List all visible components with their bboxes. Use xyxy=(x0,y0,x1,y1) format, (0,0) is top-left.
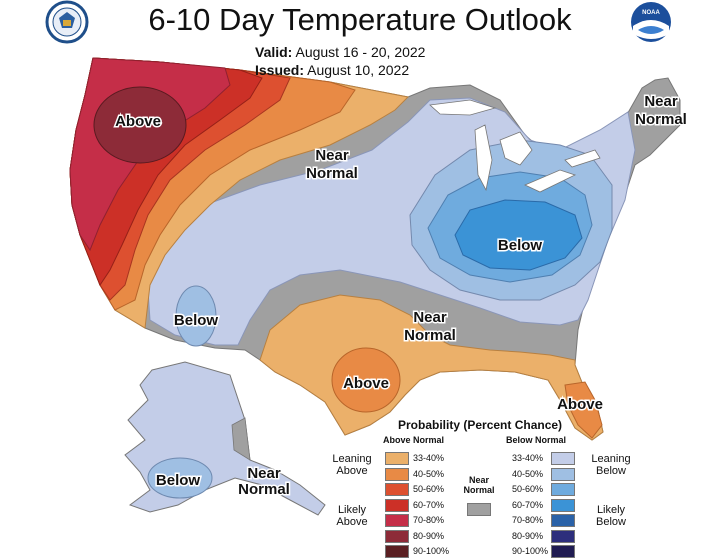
above-40-texas-region xyxy=(331,347,401,413)
issued-value: August 10, 2022 xyxy=(307,62,410,78)
legend-above-swatch xyxy=(385,545,409,558)
issued-date: Issued: August 10, 2022 xyxy=(255,62,409,78)
likely-above-line2: Above xyxy=(336,516,368,528)
legend-below-swatch xyxy=(551,498,575,512)
legend-leaning-below: Leaning Below xyxy=(585,453,637,477)
likely-below-line2: Below xyxy=(596,516,626,528)
legend-below-swatch xyxy=(551,545,575,558)
probability-legend: Probability (Percent Chance) Above Norma… xyxy=(323,413,631,558)
below-60-east-region xyxy=(454,199,583,271)
legend-below-range: 70-80% xyxy=(512,515,544,525)
legend-below-header: Below Normal xyxy=(506,435,567,445)
leaning-below-line1: Leaning xyxy=(591,453,631,465)
legend-below-swatch xyxy=(551,483,575,496)
legend-below-range: 40-50% xyxy=(512,468,544,479)
label-near-alaska-2: Normal xyxy=(238,481,290,498)
label-near-south-1: Near xyxy=(413,309,447,326)
near-normal-line1: Near xyxy=(468,475,489,485)
legend-likely-below: Likely Below xyxy=(585,504,637,528)
label-below-alaska: Below xyxy=(156,472,201,489)
legend-likely-above: Likely Above xyxy=(323,504,381,528)
valid-label: Valid: xyxy=(255,44,293,60)
noaa-logo-icon: NOAA xyxy=(631,2,671,42)
label-near-south-2: Normal xyxy=(404,327,456,344)
legend-above-header: Above Normal xyxy=(383,435,445,445)
valid-value: August 16 - 20, 2022 xyxy=(295,44,426,60)
svg-text:NOAA: NOAA xyxy=(642,10,660,16)
legend-above-range: 80-90% xyxy=(413,530,445,541)
alaska-base-region xyxy=(124,361,326,516)
likely-above-line1: Likely xyxy=(337,504,367,516)
below-southwest-region xyxy=(175,285,217,347)
legend-near-normal-swatch xyxy=(467,503,491,516)
legend-near-normal-label: Near Normal xyxy=(456,475,502,495)
great-lakes xyxy=(429,99,601,193)
legend-above-range: 70-80% xyxy=(413,515,445,525)
near-normal-line2: Normal xyxy=(463,485,495,495)
legend-above-range: 33-40% xyxy=(413,453,445,463)
label-near-north-2: Normal xyxy=(306,165,358,182)
legend-below-range: 90-100% xyxy=(512,546,549,556)
legend-leaning-above: Leaning Above xyxy=(323,453,381,477)
legend-above-range: 90-100% xyxy=(413,546,450,556)
legend-below-range: 33-40% xyxy=(512,453,544,463)
legend-below-range: 80-90% xyxy=(512,530,544,541)
legend-above-range: 40-50% xyxy=(413,468,445,479)
label-near-northeast-1: Near xyxy=(644,93,678,110)
likely-below-line1: Likely xyxy=(596,504,626,516)
label-above-northwest: Above xyxy=(115,113,161,130)
leaning-below-line2: Below xyxy=(596,465,626,477)
legend-above-range: 50-60% xyxy=(413,484,445,494)
legend-above-swatch xyxy=(385,467,409,481)
label-near-alaska-1: Near xyxy=(247,465,281,482)
leaning-above-line1: Leaning xyxy=(332,453,372,465)
legend-above-swatch xyxy=(385,529,409,543)
leaning-above-line2: Above xyxy=(336,465,368,477)
legend-above-swatch xyxy=(385,483,409,496)
label-below-east: Below xyxy=(498,237,543,254)
commerce-seal-icon xyxy=(45,0,89,44)
legend-title: Probability (Percent Chance) xyxy=(398,418,563,432)
alaska-below-40-region xyxy=(147,457,213,499)
legend-above-swatch xyxy=(385,452,409,465)
label-above-texas: Above xyxy=(343,375,389,392)
page-title: 6-10 Day Temperature Outlook xyxy=(148,2,572,37)
legend-below-swatch xyxy=(551,514,575,527)
above-80-northwest-region xyxy=(93,86,187,164)
alaska-near-normal-region xyxy=(231,417,251,461)
label-near-northeast-2: Normal xyxy=(635,111,687,128)
legend-below-range: 60-70% xyxy=(512,499,544,510)
legend-below-range: 50-60% xyxy=(512,484,544,494)
label-near-north-1: Near xyxy=(315,147,349,164)
label-below-southwest: Below xyxy=(174,312,219,329)
issued-label: Issued: xyxy=(255,62,305,78)
above-40-florida-region xyxy=(564,381,603,439)
legend-above-range: 60-70% xyxy=(413,499,445,510)
legend-above-swatch xyxy=(385,498,409,512)
valid-dates: Valid: August 16 - 20, 2022 xyxy=(255,44,425,60)
legend-above-swatch xyxy=(385,514,409,527)
legend-below-swatch xyxy=(551,467,575,481)
legend-below-swatch xyxy=(551,452,575,465)
label-above-florida: Above xyxy=(557,396,603,413)
legend-below-swatch xyxy=(551,529,575,543)
